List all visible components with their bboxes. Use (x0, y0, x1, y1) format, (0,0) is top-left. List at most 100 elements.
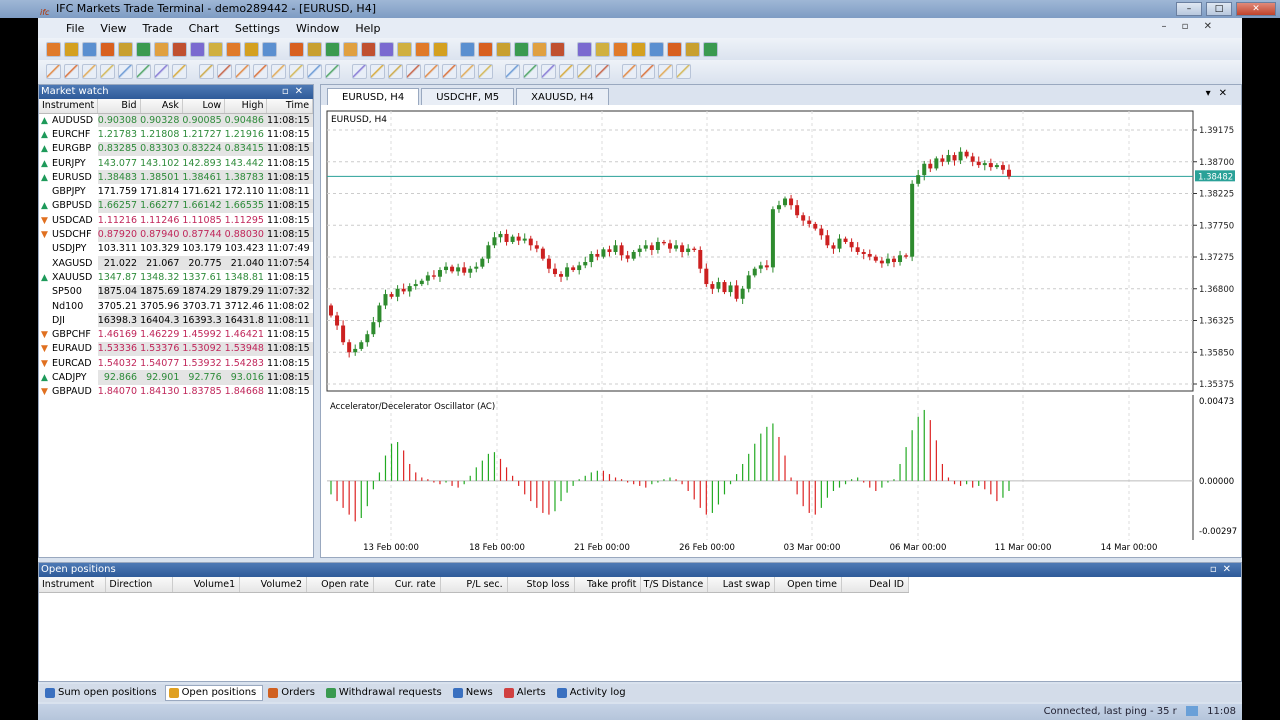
toolbar-tool-icon[interactable] (64, 41, 79, 57)
toolbar-tool-icon[interactable] (154, 63, 169, 79)
toolbar-tool-icon[interactable] (541, 63, 556, 79)
toolbar-tool-icon[interactable] (667, 41, 682, 57)
column-header[interactable]: Stop loss (507, 577, 575, 593)
bottom-tab[interactable]: Orders (265, 685, 321, 701)
toolbar-tool-icon[interactable] (559, 63, 574, 79)
toolbar-tool-icon[interactable] (217, 63, 232, 79)
toolbar-tool-icon[interactable] (388, 63, 403, 79)
market-watch-row[interactable]: ▼ EURAUD 1.53336 1.53376 1.53092 1.53948 11:08… (39, 341, 313, 357)
toolbar-tool-icon[interactable] (631, 41, 646, 57)
column-header[interactable]: Time (266, 99, 314, 114)
market-watch-row[interactable]: ▲ EURCHF 1.21783 1.21808 1.21727 1.21916 11:08… (39, 127, 313, 141)
toolbar-tool-icon[interactable] (100, 41, 115, 57)
toolbar-tool-icon[interactable] (244, 41, 259, 57)
toolbar-tool-icon[interactable] (523, 63, 538, 79)
toolbar-tool-icon[interactable] (118, 41, 133, 57)
toolbar-tool-icon[interactable] (289, 63, 304, 79)
toolbar-tool-icon[interactable] (262, 41, 277, 57)
market-watch-row[interactable]: ▲ XAUUSD 1347.87 1348.32 1337.61 1348.81 11:08… (39, 270, 313, 284)
bottom-tab[interactable]: Sum open positions (42, 685, 163, 701)
market-watch-row[interactable]: ▼ USDCAD 1.11216 1.11246 1.11085 1.11295 11:08… (39, 213, 313, 227)
market-watch-row[interactable]: ▼ GBPCHF 1.46169 1.46229 1.45992 1.46421 11:08… (39, 327, 313, 341)
toolbar-tool-icon[interactable] (460, 63, 475, 79)
toolbar-tool-icon[interactable] (271, 63, 286, 79)
market-watch-row[interactable]: Nd100 3705.21 3705.96 3703.71 3712.46 11:08:0… (39, 299, 313, 313)
market-watch-row[interactable]: ▼ USDCHF 0.87920 0.87940 0.87744 0.88030 11:08… (39, 227, 313, 242)
toolbar-tool-icon[interactable] (649, 41, 664, 57)
toolbar-tool-icon[interactable] (595, 63, 610, 79)
column-header[interactable]: Bid (97, 99, 141, 114)
menu-trade[interactable]: Trade (142, 21, 173, 35)
toolbar-tool-icon[interactable] (235, 63, 250, 79)
column-header[interactable]: Instrument (39, 577, 107, 593)
market-watch-row[interactable]: USDJPY 103.311 103.329 103.179 103.423 11:07:… (39, 242, 313, 256)
toolbar-tool-icon[interactable] (46, 41, 61, 57)
toolbar-tool-icon[interactable] (64, 63, 79, 79)
market-watch-row[interactable]: DJI 16398.3 16404.3 16393.3 16431.8 11:08:11 (39, 313, 313, 328)
toolbar-tool-icon[interactable] (460, 41, 475, 57)
toolbar-tool-icon[interactable] (307, 63, 322, 79)
column-header[interactable]: Cur. rate (373, 577, 441, 593)
menu-chart[interactable]: Chart (188, 21, 219, 35)
column-header[interactable]: Low (182, 99, 226, 114)
panel-controls[interactable]: ▫✕ (281, 86, 309, 97)
menu-view[interactable]: View (100, 21, 127, 35)
toolbar-tool-icon[interactable] (46, 63, 61, 79)
toolbar-tool-icon[interactable] (703, 41, 718, 57)
panel-controls[interactable]: ▫✕ (1209, 564, 1237, 575)
toolbar-tool-icon[interactable] (343, 41, 358, 57)
column-header[interactable]: Last swap (707, 577, 776, 593)
toolbar-tool-icon[interactable] (199, 63, 214, 79)
toolbar-tool-icon[interactable] (361, 41, 376, 57)
column-header[interactable]: Ask (140, 99, 183, 114)
market-watch-row[interactable]: ▲ EURUSD 1.38483 1.38501 1.38461 1.38783 11:08… (39, 170, 313, 185)
toolbar-tool-icon[interactable] (397, 41, 412, 57)
toolbar-tool-icon[interactable] (289, 41, 304, 57)
toolbar-tool-icon[interactable] (433, 41, 448, 57)
toolbar-tool-icon[interactable] (82, 41, 97, 57)
toolbar-tool-icon[interactable] (307, 41, 322, 57)
toolbar-tool-icon[interactable] (424, 63, 439, 79)
column-header[interactable]: Open rate (306, 577, 374, 593)
toolbar-tool-icon[interactable] (577, 63, 592, 79)
toolbar-tool-icon[interactable] (370, 63, 385, 79)
toolbar-tool-icon[interactable] (622, 63, 637, 79)
close-button[interactable]: ✕ (1236, 2, 1276, 16)
toolbar-tool-icon[interactable] (550, 41, 565, 57)
toolbar-tool-icon[interactable] (82, 63, 97, 79)
bottom-tab[interactable]: News (450, 685, 499, 701)
bottom-tab[interactable]: Open positions (164, 685, 264, 701)
market-watch-row[interactable]: ▲ EURGBP 0.83285 0.83303 0.83224 0.83415 11:08… (39, 141, 313, 156)
market-watch-row[interactable]: GBPJPY 171.759 171.814 171.621 172.110 11:08:… (39, 184, 313, 198)
menu-file[interactable]: File (66, 21, 85, 35)
market-watch-row[interactable]: ▲ CADJPY 92.866 92.901 92.776 93.016 11:08:15 (39, 370, 313, 385)
toolbar-tool-icon[interactable] (613, 41, 628, 57)
toolbar-tool-icon[interactable] (136, 63, 151, 79)
bottom-tab[interactable]: Withdrawal requests (323, 685, 448, 701)
market-watch-row[interactable]: SP500 1875.04 1875.69 1874.29 1879.29 11:07:3… (39, 284, 313, 299)
toolbar-tool-icon[interactable] (190, 41, 205, 57)
market-watch-row[interactable]: XAGUSD 21.022 21.067 20.775 21.040 11:07:54 (39, 255, 313, 271)
toolbar-tool-icon[interactable] (478, 63, 493, 79)
column-header[interactable]: Deal ID (841, 577, 909, 593)
toolbar-tool-icon[interactable] (676, 63, 691, 79)
toolbar-tool-icon[interactable] (595, 41, 610, 57)
menu-settings[interactable]: Settings (234, 21, 281, 35)
minimize-button[interactable]: – (1176, 2, 1202, 16)
maximize-button[interactable]: □ (1206, 2, 1232, 16)
menu-window[interactable]: Window (296, 21, 340, 35)
bottom-tab[interactable]: Activity log (554, 685, 632, 701)
toolbar-tool-icon[interactable] (658, 63, 673, 79)
chart-tab[interactable]: EURUSD, H4 (327, 88, 420, 105)
bottom-tab[interactable]: Alerts (501, 685, 552, 701)
market-watch-row[interactable]: ▼ GBPAUD 1.84070 1.84130 1.83785 1.84668 11:08… (39, 385, 313, 399)
column-header[interactable]: Instrument (39, 99, 99, 114)
toolbar-tool-icon[interactable] (685, 41, 700, 57)
column-header[interactable]: Take profit (574, 577, 642, 593)
column-header[interactable]: P/L sec. (440, 577, 508, 593)
toolbar-tool-icon[interactable] (100, 63, 115, 79)
toolbar-tool-icon[interactable] (352, 63, 367, 79)
toolbar-tool-icon[interactable] (505, 63, 520, 79)
column-header[interactable]: High (224, 99, 268, 114)
toolbar-tool-icon[interactable] (415, 41, 430, 57)
